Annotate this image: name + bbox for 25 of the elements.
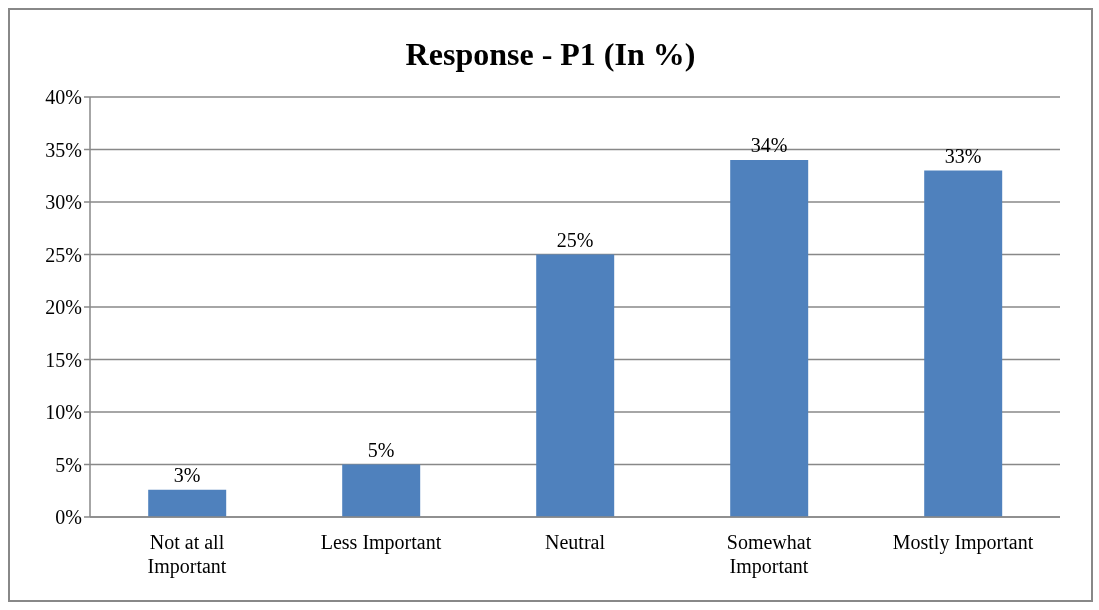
data-label: 34% — [750, 134, 788, 156]
y-tick-label: 25% — [45, 243, 82, 266]
bar — [536, 254, 615, 517]
x-tick-label: Not at all Important — [147, 531, 227, 578]
x-tick-label: Neutral — [545, 531, 606, 553]
data-label: 25% — [556, 228, 594, 251]
bar — [730, 160, 809, 517]
y-tick-label: 20% — [45, 296, 82, 319]
y-tick-label: 10% — [45, 401, 82, 424]
x-tick-label: Less Important — [320, 531, 442, 554]
bar — [342, 464, 421, 517]
y-tick-label: 30% — [45, 191, 82, 214]
chart-title: Response - P1 (In %) — [404, 36, 697, 73]
x-tick-label: Mostly Important — [892, 531, 1034, 554]
data-label: 3% — [173, 463, 201, 486]
y-tick-label: 35% — [45, 138, 82, 161]
y-tick-label: 0% — [55, 506, 82, 529]
bar — [148, 489, 227, 517]
data-label: 33% — [944, 144, 982, 167]
data-label: 5% — [367, 438, 395, 461]
x-tick-label: Somewhat Important — [726, 531, 812, 578]
y-tick-label: 5% — [55, 453, 82, 476]
y-tick-label: 15% — [45, 348, 82, 371]
y-tick-label: 40% — [45, 86, 82, 109]
bar — [924, 170, 1003, 517]
